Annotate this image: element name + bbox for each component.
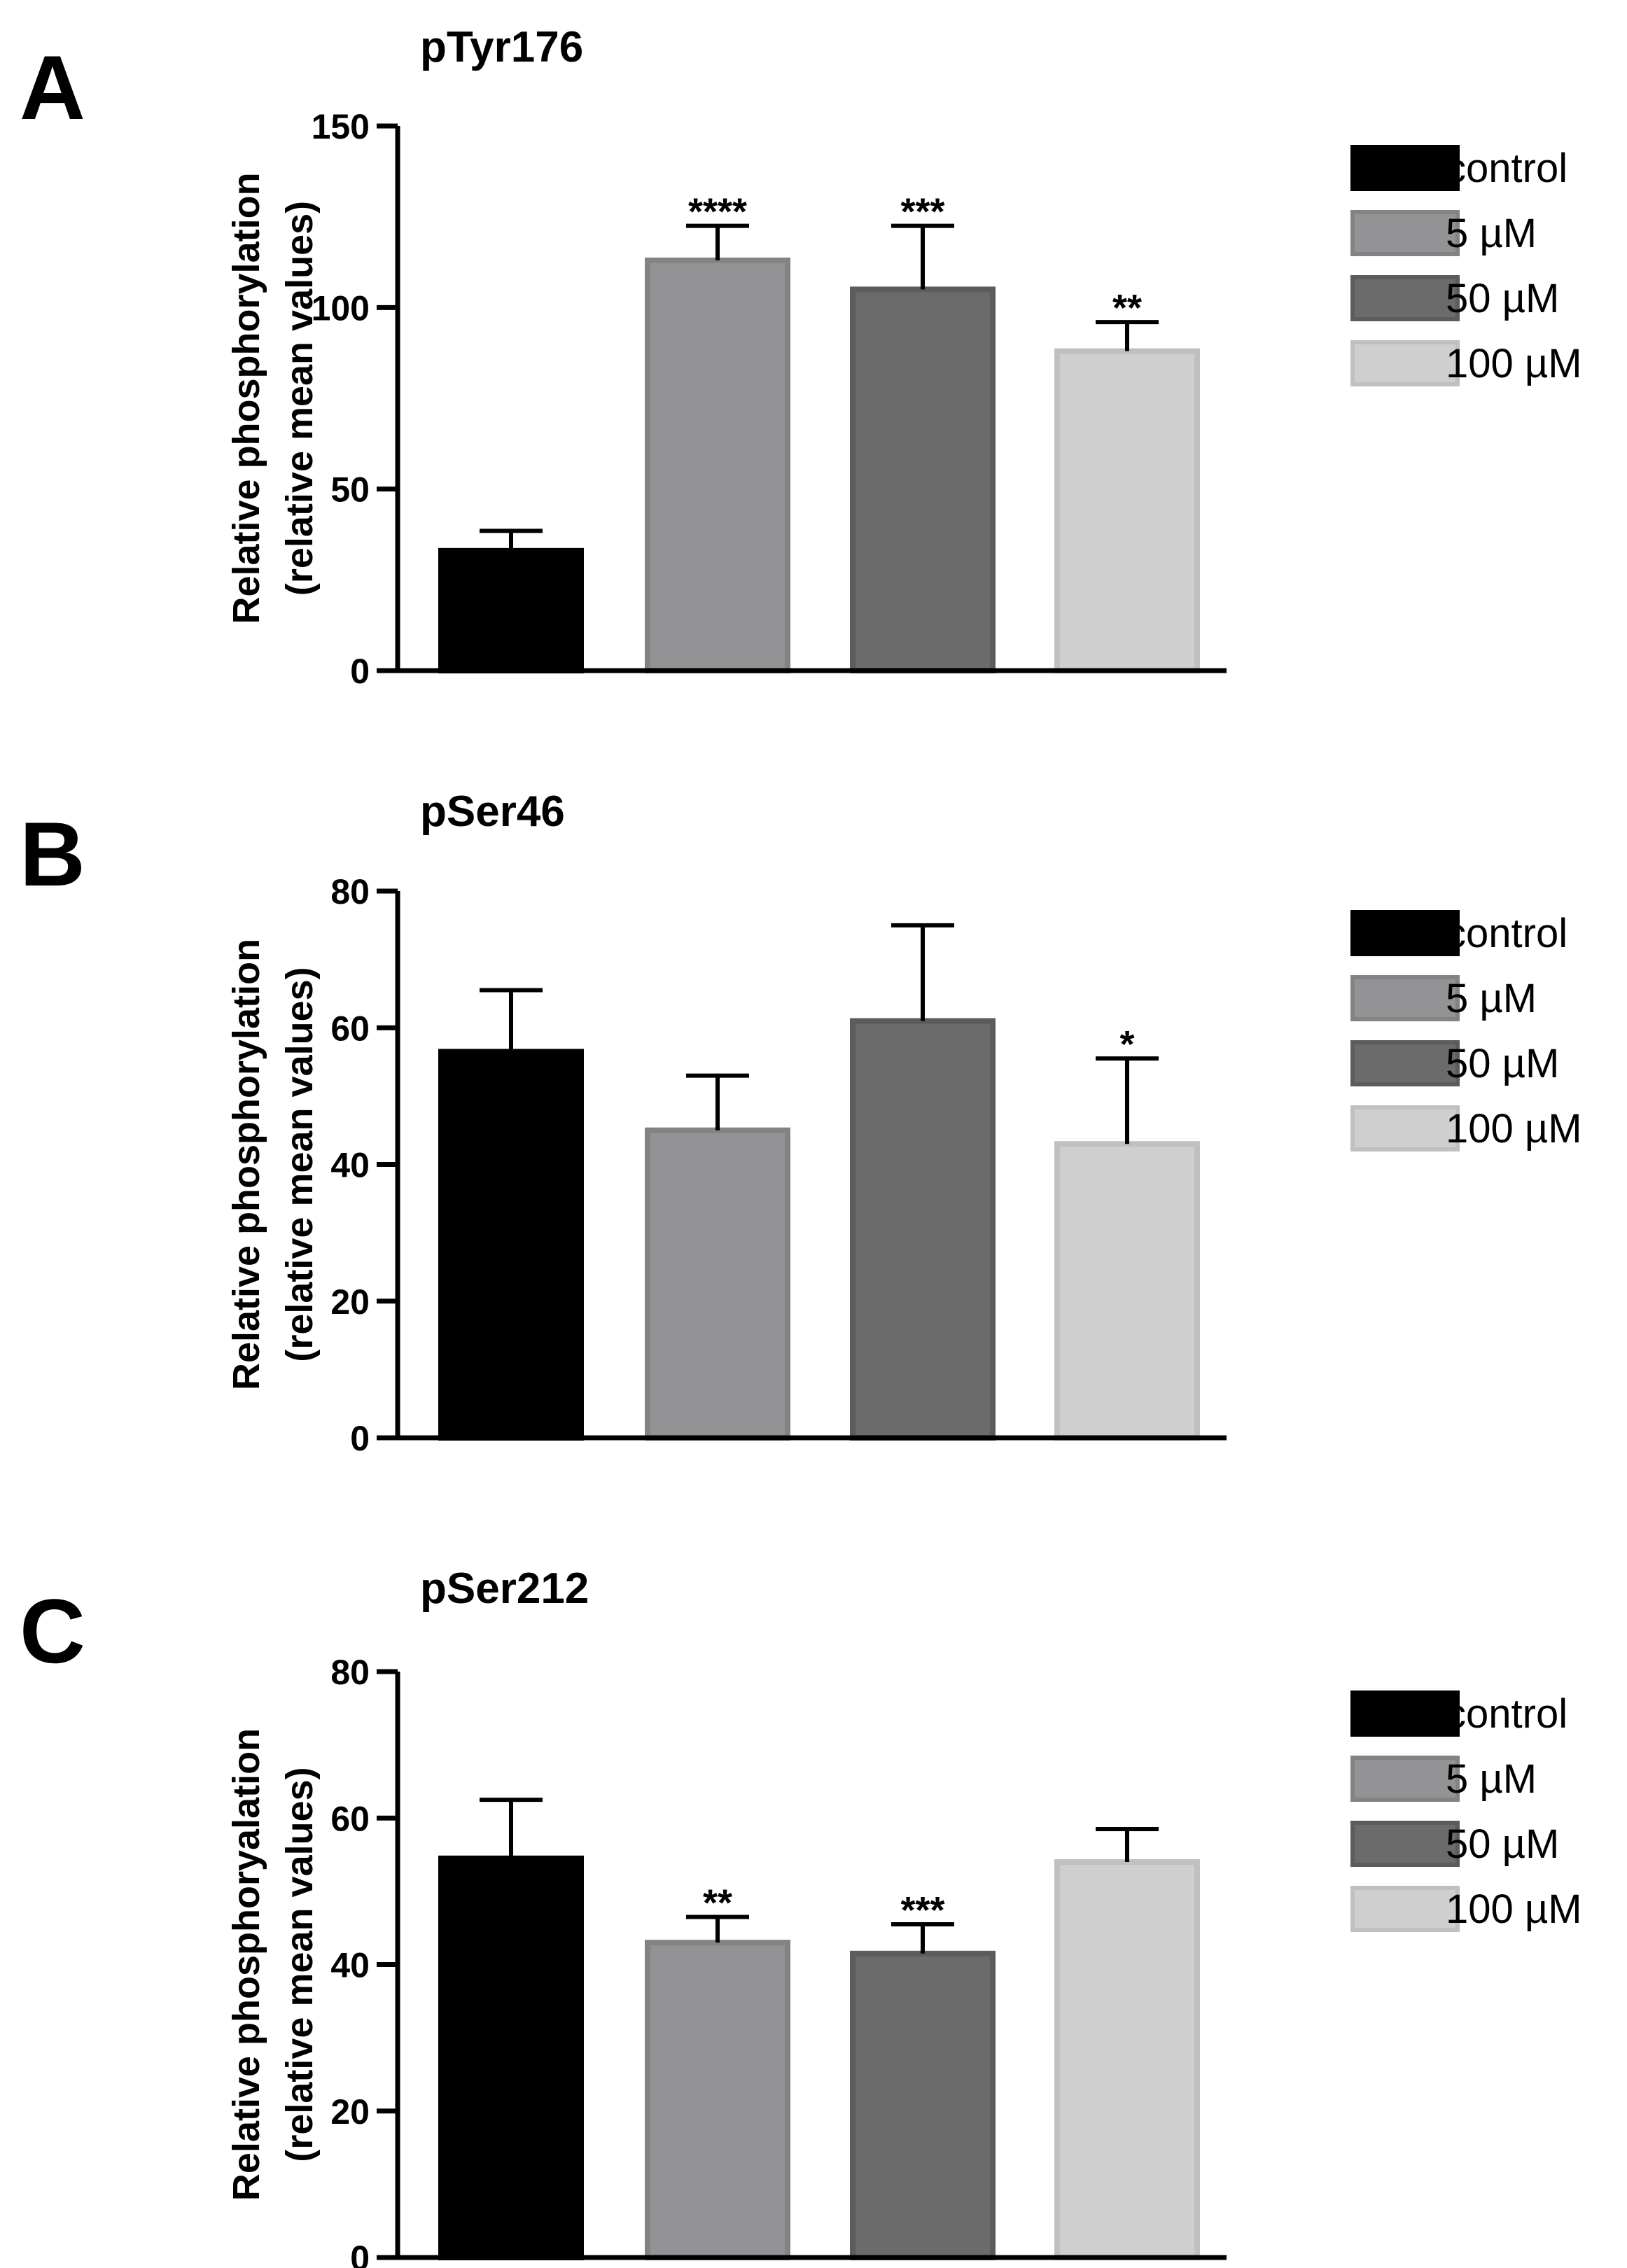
legend-label-1: control (1446, 911, 1567, 956)
y-tick-label: 20 (330, 1282, 370, 1322)
bar-1 (438, 547, 584, 674)
legend-swatch-1 (1350, 910, 1460, 956)
bar-2 (645, 1127, 790, 1441)
legend-swatch-1 (1350, 1690, 1460, 1737)
legend-swatch-3 (1350, 275, 1460, 321)
bar-2 (645, 257, 790, 673)
bar-1 (438, 1049, 584, 1441)
panel-letter: C (20, 1580, 85, 1682)
y-axis-label-line2: (relative mean values) (279, 967, 321, 1362)
bar-1 (438, 1855, 584, 2260)
y-tick-label: 0 (350, 1419, 370, 1458)
y-axis-label-line1: Relative phosphoryalation (225, 1728, 267, 2201)
legend-label-4: 100 µM (1446, 1886, 1582, 1932)
y-tick-label: 80 (330, 1653, 370, 1692)
bar-3 (850, 1018, 996, 1441)
y-tick-label: 20 (330, 2092, 370, 2132)
chart-title: pSer212 (420, 1564, 589, 1613)
legend-label-3: 50 µM (1446, 276, 1559, 321)
significance-mark-3: *** (900, 1889, 944, 1931)
legend-swatch-3 (1350, 1821, 1460, 1867)
y-axis-label-line1: Relative phosphorylation (225, 939, 267, 1390)
y-axis-label-line2: (relative mean values) (279, 1767, 321, 2162)
legend-label-2: 5 µM (1446, 211, 1537, 256)
y-axis-label-line1: Relative phosphorylation (225, 172, 267, 624)
y-tick-label: 40 (330, 1146, 370, 1185)
legend-label-4: 100 µM (1446, 1106, 1582, 1152)
chart-title: pTyr176 (420, 23, 583, 71)
y-tick-label: 100 (312, 288, 370, 328)
y-tick-label: 80 (330, 872, 370, 911)
significance-mark-2: **** (688, 191, 747, 233)
significance-mark-4: * (1119, 1023, 1134, 1065)
bar-3 (850, 1950, 996, 2260)
y-tick-label: 150 (312, 107, 370, 146)
bar-2 (645, 1940, 790, 2261)
significance-mark-3: *** (900, 191, 944, 233)
bar-4 (1054, 348, 1200, 673)
legend-label-2: 5 µM (1446, 976, 1537, 1021)
legend-swatch-2 (1350, 1756, 1460, 1802)
y-tick-label: 0 (350, 652, 370, 691)
bar-4 (1054, 1859, 1200, 2260)
y-tick-label: 50 (330, 470, 370, 510)
bar-3 (850, 286, 996, 673)
legend-label-1: control (1446, 1691, 1567, 1737)
bar-4 (1054, 1141, 1200, 1441)
legend-label-3: 50 µM (1446, 1041, 1559, 1086)
legend-swatch-3 (1350, 1040, 1460, 1086)
legend-swatch-1 (1350, 145, 1460, 191)
legend-swatch-2 (1350, 975, 1460, 1021)
y-tick-label: 0 (350, 2239, 370, 2268)
y-tick-label: 60 (330, 1799, 370, 1838)
legend-swatch-2 (1350, 210, 1460, 256)
legend-swatch-4 (1350, 340, 1460, 386)
legend-swatch-4 (1350, 1105, 1460, 1152)
panel-letter: A (20, 36, 85, 139)
legend-label-2: 5 µM (1446, 1756, 1537, 1802)
legend-label-1: control (1446, 146, 1567, 191)
legend-label-3: 50 µM (1446, 1821, 1559, 1867)
significance-mark-2: ** (703, 1882, 732, 1924)
legend-swatch-4 (1350, 1886, 1460, 1932)
significance-mark-4: ** (1112, 287, 1142, 329)
y-tick-label: 40 (330, 1946, 370, 1985)
y-axis-label-line2: (relative mean values) (279, 201, 321, 596)
chart-title: pSer46 (420, 788, 565, 836)
y-tick-label: 60 (330, 1009, 370, 1048)
panel-letter: B (20, 803, 85, 905)
legend-label-4: 100 µM (1446, 341, 1582, 386)
